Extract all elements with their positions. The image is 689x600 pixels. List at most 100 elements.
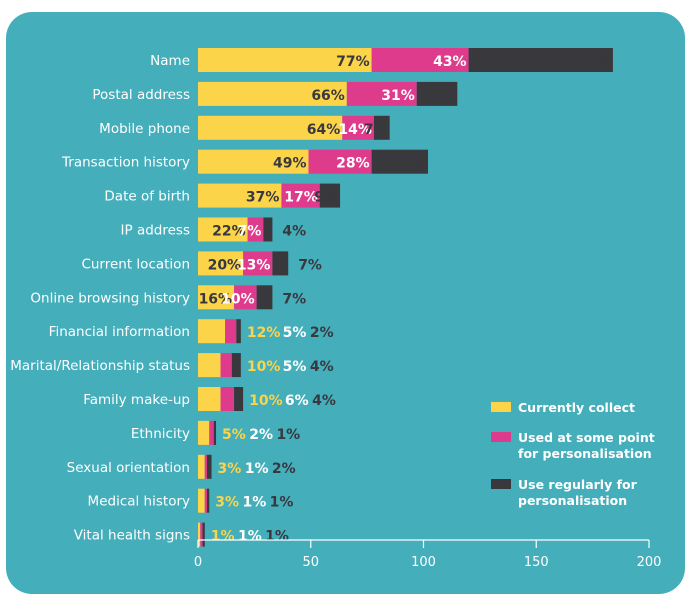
bar-segment bbox=[198, 420, 210, 445]
bar-segment bbox=[234, 387, 244, 411]
bar-segment bbox=[220, 353, 232, 378]
bar-segment bbox=[234, 285, 257, 310]
legend-label: for personalisation bbox=[518, 446, 652, 461]
value-label: 2% bbox=[272, 461, 296, 477]
bar-segment bbox=[200, 522, 203, 547]
x-tick-label: 100 bbox=[411, 555, 436, 570]
bar-segment bbox=[198, 285, 235, 310]
bar-segment bbox=[198, 387, 221, 411]
bar-segment bbox=[371, 149, 429, 174]
bar-segment bbox=[236, 319, 241, 344]
value-label: 13% bbox=[237, 257, 271, 273]
value-label: 64% bbox=[577, 54, 611, 70]
bar-segment bbox=[319, 183, 341, 208]
category-label: Date of birth bbox=[104, 189, 190, 205]
x-tick-label: 200 bbox=[637, 555, 662, 570]
value-label: 2% bbox=[249, 427, 273, 443]
bar-segment bbox=[209, 420, 214, 445]
bars-layer bbox=[198, 48, 613, 547]
bar-segment bbox=[243, 251, 273, 276]
bar-segment bbox=[342, 115, 374, 140]
legend-label: Currently collect bbox=[518, 400, 635, 415]
value-label: 10% bbox=[221, 291, 255, 307]
bar-segment bbox=[198, 48, 372, 72]
value-label: 3% bbox=[215, 495, 239, 511]
value-label: 18% bbox=[422, 88, 456, 104]
value-label: 17% bbox=[284, 190, 318, 206]
value-label: 4% bbox=[310, 359, 334, 375]
value-label: 1% bbox=[211, 529, 235, 545]
bar-segment bbox=[256, 285, 273, 310]
value-label: 66% bbox=[311, 88, 345, 104]
category-label: Medical history bbox=[88, 494, 190, 510]
bar-segment bbox=[198, 353, 221, 378]
value-label: 4% bbox=[312, 393, 336, 409]
bar-segment bbox=[213, 420, 217, 445]
category-label: Postal address bbox=[92, 87, 190, 103]
bar-segment bbox=[220, 387, 235, 411]
bar-segment bbox=[281, 183, 320, 208]
bar-segment bbox=[272, 251, 289, 276]
x-tick-label: 0 bbox=[194, 555, 202, 570]
bar-segment bbox=[204, 488, 208, 513]
value-label: 25% bbox=[392, 156, 426, 172]
legend-swatch bbox=[491, 432, 511, 442]
value-label: 5% bbox=[283, 359, 307, 375]
x-tick-label: 50 bbox=[302, 555, 319, 570]
bar-segment bbox=[198, 183, 282, 208]
value-label: 22% bbox=[212, 224, 246, 240]
bar-segment bbox=[346, 81, 417, 106]
category-label: Family make-up bbox=[83, 392, 190, 408]
legend-swatch bbox=[491, 479, 511, 489]
value-label: 10% bbox=[247, 359, 281, 375]
bar-segment bbox=[231, 353, 241, 378]
value-label: 5% bbox=[222, 427, 246, 443]
value-label: 7% bbox=[238, 224, 262, 240]
bar-segment bbox=[207, 488, 210, 513]
value-label: 1% bbox=[270, 495, 294, 511]
category-label: Transaction history bbox=[61, 155, 190, 171]
bar-segment bbox=[416, 81, 458, 106]
bar-segment bbox=[198, 454, 205, 479]
value-label: 7% bbox=[298, 257, 322, 273]
value-label: 64% bbox=[307, 122, 341, 138]
value-label: 1% bbox=[265, 529, 289, 545]
legend-label: Used at some point bbox=[518, 430, 655, 445]
bar-segment bbox=[198, 149, 309, 174]
bar-segment bbox=[263, 217, 273, 242]
legend-label: Use regularly for bbox=[518, 477, 638, 492]
stacked-bar-chart: 77% 43% 64%66% 31% 18%64%14%7%49% 28% 25%37% 17… bbox=[6, 12, 685, 594]
bar-segment bbox=[198, 115, 343, 140]
value-label: 7% bbox=[282, 291, 306, 307]
bar-segment bbox=[198, 251, 244, 276]
value-label: 31% bbox=[381, 88, 415, 104]
bar-segment bbox=[202, 522, 205, 547]
legend-label: personalisation bbox=[518, 493, 627, 508]
value-label: 16% bbox=[199, 291, 233, 307]
category-label: Ethnicity bbox=[131, 426, 190, 442]
bar-segment bbox=[198, 81, 347, 106]
category-label: Online browsing history bbox=[30, 290, 190, 306]
category-label: Name bbox=[150, 53, 190, 69]
category-label: Current location bbox=[81, 256, 190, 272]
bar-segment bbox=[198, 319, 226, 344]
bar-segment bbox=[468, 48, 613, 72]
value-label: 6% bbox=[285, 393, 309, 409]
bar-segment bbox=[198, 217, 248, 242]
value-label: 5% bbox=[283, 325, 307, 341]
bar-segment bbox=[247, 217, 264, 242]
bar-segment bbox=[371, 48, 469, 72]
value-label: 2% bbox=[310, 325, 334, 341]
value-label: 43% bbox=[433, 54, 467, 70]
value-label: 20% bbox=[208, 257, 242, 273]
bar-segment bbox=[225, 319, 237, 344]
category-label: Financial information bbox=[49, 324, 190, 340]
x-tick-label: 150 bbox=[524, 555, 549, 570]
bar-segment bbox=[204, 454, 208, 479]
category-label: Marital/Relationship status bbox=[10, 358, 190, 374]
bar-segment bbox=[198, 488, 205, 513]
value-label: 1% bbox=[238, 529, 262, 545]
value-labels-layer: 77% 43% 64%66% 31% 18%64%14%7%49% 28% 25%37% 17… bbox=[199, 54, 611, 545]
value-label: 1% bbox=[245, 461, 269, 477]
bar-segment bbox=[373, 115, 390, 140]
